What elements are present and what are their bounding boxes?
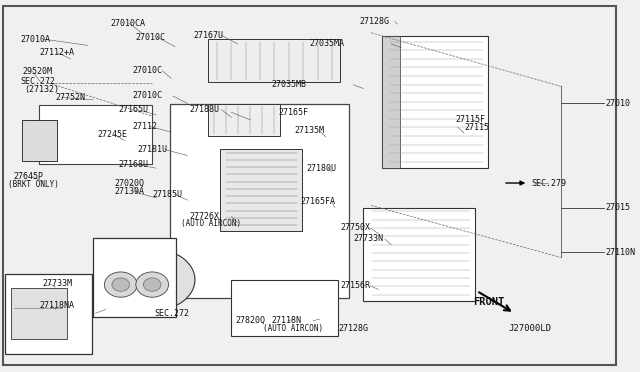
- Text: 27245E: 27245E: [97, 130, 127, 139]
- Bar: [207, 39, 340, 82]
- Text: (27132): (27132): [24, 85, 59, 94]
- Text: 27010C: 27010C: [132, 92, 162, 100]
- Text: 27180U: 27180U: [307, 164, 337, 173]
- Text: 27118N: 27118N: [271, 316, 301, 325]
- Ellipse shape: [136, 272, 168, 297]
- Bar: [220, 149, 302, 231]
- Text: 27181U: 27181U: [137, 145, 167, 154]
- Text: 27820Q: 27820Q: [236, 316, 266, 325]
- Text: SEC.272: SEC.272: [154, 309, 189, 318]
- Text: 27118NA: 27118NA: [39, 301, 74, 310]
- Text: 27010C: 27010C: [132, 66, 162, 75]
- Bar: [22, 120, 56, 161]
- Text: 27010: 27010: [605, 99, 630, 108]
- Text: 27128G: 27128G: [360, 17, 390, 26]
- Text: 27135M: 27135M: [294, 126, 324, 135]
- Ellipse shape: [113, 249, 195, 310]
- Text: 27010A: 27010A: [20, 35, 51, 44]
- Bar: [207, 104, 280, 136]
- Text: 27035MA: 27035MA: [309, 39, 344, 48]
- Text: 27733M: 27733M: [43, 279, 73, 288]
- Text: 27112: 27112: [132, 122, 157, 131]
- Text: 27167U: 27167U: [194, 31, 224, 40]
- Text: 27733N: 27733N: [353, 234, 383, 243]
- Text: 29520M: 29520M: [22, 67, 52, 76]
- Bar: [232, 280, 339, 336]
- Text: 27015: 27015: [605, 203, 630, 212]
- Text: 27010C: 27010C: [135, 33, 165, 42]
- Text: 27128G: 27128G: [339, 324, 369, 333]
- Text: 27165FA: 27165FA: [301, 197, 335, 206]
- Text: 27139A: 27139A: [115, 187, 145, 196]
- Text: 27112+A: 27112+A: [40, 48, 75, 57]
- Text: 27165F: 27165F: [278, 108, 308, 117]
- Text: J27000LD: J27000LD: [508, 324, 551, 333]
- Text: 27156R: 27156R: [341, 281, 371, 290]
- Text: (AUTO AIRCON): (AUTO AIRCON): [263, 324, 323, 333]
- Text: 27185U: 27185U: [152, 190, 182, 199]
- Bar: [5, 274, 92, 354]
- Text: (BRKT ONLY): (BRKT ONLY): [8, 180, 58, 189]
- Bar: [364, 208, 476, 301]
- Bar: [12, 288, 67, 339]
- Text: 27115F: 27115F: [456, 115, 486, 124]
- Text: 27726X: 27726X: [190, 212, 220, 221]
- Text: 27035MB: 27035MB: [271, 80, 307, 89]
- Text: 27115: 27115: [464, 123, 489, 132]
- Polygon shape: [39, 105, 152, 164]
- Ellipse shape: [143, 278, 161, 291]
- Bar: [382, 36, 488, 168]
- Text: 27750X: 27750X: [341, 223, 371, 232]
- Text: 27165U: 27165U: [118, 105, 148, 114]
- Polygon shape: [170, 104, 349, 298]
- Text: 27188U: 27188U: [190, 105, 220, 114]
- Ellipse shape: [104, 272, 137, 297]
- Text: FRONT: FRONT: [473, 297, 504, 307]
- Text: 27110N: 27110N: [605, 248, 635, 257]
- Bar: [93, 238, 176, 317]
- Text: SEC.279: SEC.279: [531, 179, 566, 187]
- Text: 27645P: 27645P: [14, 172, 44, 181]
- Text: (AUTO AIRCON): (AUTO AIRCON): [181, 219, 241, 228]
- Ellipse shape: [132, 263, 177, 296]
- Ellipse shape: [112, 278, 129, 291]
- Text: 27020Q: 27020Q: [115, 179, 145, 187]
- Bar: [382, 36, 400, 168]
- Text: 27168U: 27168U: [118, 160, 148, 169]
- Text: 27752N: 27752N: [55, 93, 85, 102]
- Text: SEC.272: SEC.272: [20, 77, 56, 86]
- Text: 27010CA: 27010CA: [110, 19, 145, 28]
